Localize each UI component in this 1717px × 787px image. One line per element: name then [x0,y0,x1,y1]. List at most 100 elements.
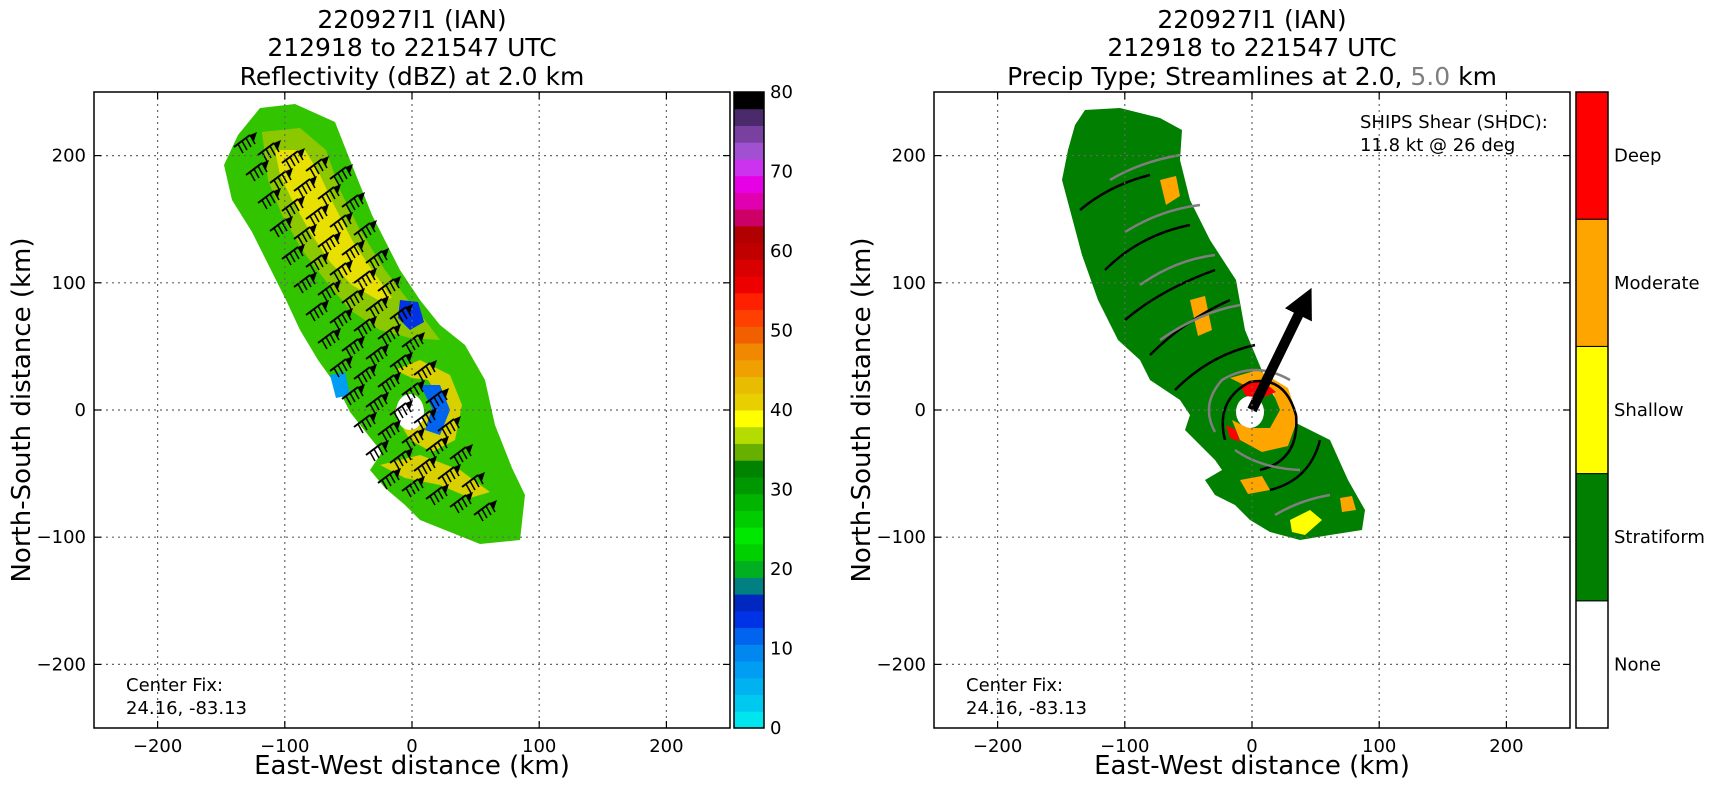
wind-barb-pennant [322,204,329,213]
wind-barb-feather [277,224,284,235]
x-tick-label: −100 [260,736,309,757]
wind-barb-feather [321,243,328,254]
wind-barb-feather [389,281,396,292]
wind-barb-feather [265,148,272,159]
colorbar-swatch [734,125,764,143]
colorbar-swatch [734,326,764,344]
wind-barb [425,388,449,410]
left-x-axis-label: East-West distance (km) [254,751,570,781]
wind-barb-feather [369,222,376,233]
left-title-line-3: Reflectivity (dBZ) at 2.0 km [240,62,585,91]
right-y-axis-label: North-South distance (km) [847,237,877,582]
wind-barb-feather [317,257,324,268]
precip-type-label: None [1614,654,1661,675]
wind-barb-feather [381,250,388,261]
x-tick-label: −200 [133,736,182,757]
colorbar-tick-label: 60 [770,241,793,262]
precip-type-field [1062,108,1365,540]
wind-barb [317,184,341,206]
wind-barb-feather [285,255,292,266]
wind-barb-feather [357,279,364,290]
right-title-upper-level: 5.0 [1410,62,1450,91]
wind-barb-pennant [442,388,449,397]
wind-barb-feather [433,396,440,407]
wind-barb-pennant [310,224,317,233]
wind-barb [257,188,281,210]
wind-barb-feather [417,430,424,441]
wind-barb-feather [461,497,468,508]
wind-barb-feather [441,486,448,497]
wind-barb-feather [361,324,368,335]
wind-barb-feather [365,273,372,284]
wind-barb-feather [437,489,444,500]
wind-barb-pennant [262,160,269,169]
wind-barb-feather [365,369,372,380]
wind-barb-feather [345,358,352,369]
wind-barb-feather [353,245,360,256]
colorbar-swatch [734,426,764,444]
precip-type-label: Deep [1614,146,1661,167]
wind-barb [365,440,389,462]
streamlines-2km [1079,173,1322,492]
wind-barb-feather [429,362,436,373]
wind-barb-feather [429,399,436,410]
wind-barb-feather [457,452,464,463]
wind-barb-feather [373,448,380,459]
colorbar-swatch [734,309,764,327]
wind-barb [329,212,353,234]
wind-barb-pennant [370,220,377,229]
streamline-2km-3 [1124,268,1216,321]
wind-barb-pennant [346,356,353,365]
streamline-5km-7 [1274,493,1331,517]
wind-barb-pennant [430,360,437,369]
wind-barb [341,384,365,406]
wind-barb-feather [401,357,408,368]
wind-barb-feather [369,366,376,377]
wind-barb-feather [261,199,268,210]
wind-barb-feather [369,355,376,366]
wind-barb [377,420,401,442]
wind-barb [389,400,413,422]
wind-barb-feather [417,334,424,345]
precip-moderate-southeast [1340,496,1356,512]
precip-type-swatch [1575,218,1609,347]
wind-barb-feather [457,500,464,511]
colorbar-swatch [734,694,764,712]
wind-barb-feather [397,312,404,323]
streamline-2km-5 [1174,343,1256,391]
wind-barb [329,164,353,186]
wind-barb [377,468,401,490]
wind-barb-pennant [394,420,401,429]
wind-barb-feather [361,228,368,239]
colorbar-tick-label: 80 [770,82,793,103]
wind-barb-feather [485,505,492,516]
colorbar-swatch [734,343,764,361]
colorbar-swatch [734,476,764,495]
wind-barb-pennant [370,316,377,325]
wind-barb [365,344,389,366]
wind-barb-feather [289,204,296,215]
wind-barb-feather [337,316,344,327]
wind-barb [305,156,329,178]
wind-barb-feather [369,307,376,318]
shear-label: SHIPS Shear (SHDC): [1360,112,1548,133]
wind-barb-feather [309,226,316,237]
wind-barb-feather [369,403,376,414]
precip-stratiform-region [1062,108,1365,540]
wind-barb-feather [393,315,400,326]
wind-barb-feather [429,495,436,506]
wind-barb-pennant [406,400,413,409]
wind-barb-feather [377,397,384,408]
precip-moderate-south [1240,476,1270,494]
wind-barb-feather [273,142,280,153]
wind-barb-feather [357,375,364,386]
wind-barb-feather [461,449,468,460]
right-center-fix-label: Center Fix: [966,675,1063,696]
wind-barb-feather [333,223,340,234]
wind-barb-feather [345,299,352,310]
wind-barb [305,300,329,322]
wind-barb-feather [417,467,424,478]
wind-barb-feather [381,394,388,405]
wind-barb [449,492,473,514]
wind-barb-feather [473,477,480,488]
